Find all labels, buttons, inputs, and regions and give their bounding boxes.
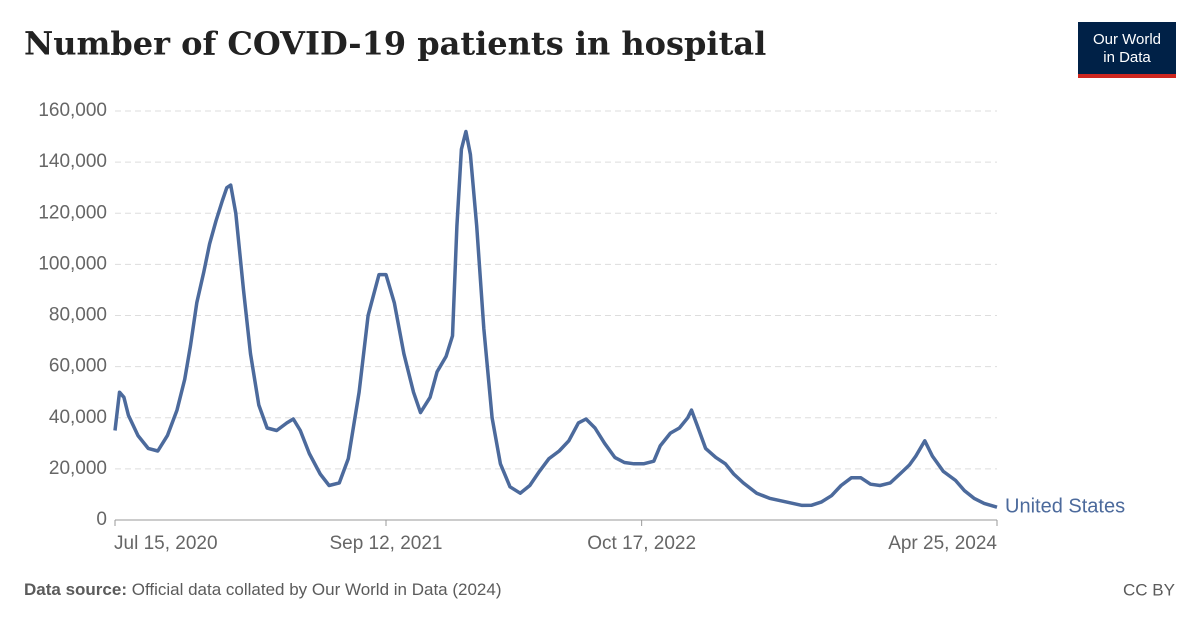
chart-title: Number of COVID-19 patients in hospital xyxy=(24,25,766,63)
y-tick-label: 0 xyxy=(96,509,107,530)
series-label: United States xyxy=(1005,496,1125,518)
source-label: Data source: xyxy=(24,580,127,599)
line xyxy=(113,129,998,509)
y-tick-label: 40,000 xyxy=(49,407,107,428)
x-tick-label: Apr 25, 2024 xyxy=(888,533,997,554)
logo-box xyxy=(1078,22,1176,74)
y-tick-label: 140,000 xyxy=(38,151,107,172)
y-tick-label: 60,000 xyxy=(49,356,107,377)
y-tick-label: 120,000 xyxy=(38,202,107,223)
x-tick-label: Sep 12, 2021 xyxy=(329,533,442,554)
logo: Our World in Data xyxy=(1078,22,1176,78)
y-tick-label: 100,000 xyxy=(38,253,107,274)
x-tick-label: Oct 17, 2022 xyxy=(587,533,696,554)
y-tick-label: 160,000 xyxy=(38,100,107,121)
y-tick-label: 20,000 xyxy=(49,458,107,479)
logo-underline xyxy=(1078,74,1176,78)
source-text: Official data collated by Our World in D… xyxy=(132,580,502,599)
license: CC BY xyxy=(1123,580,1175,599)
y-tick-label: 80,000 xyxy=(49,305,107,326)
x-tick-label: Jul 15, 2020 xyxy=(114,533,218,554)
logo-text: Our World xyxy=(1093,31,1161,48)
logo-text: in Data xyxy=(1103,49,1151,66)
source: Data source: Official data collated by O… xyxy=(24,580,502,599)
